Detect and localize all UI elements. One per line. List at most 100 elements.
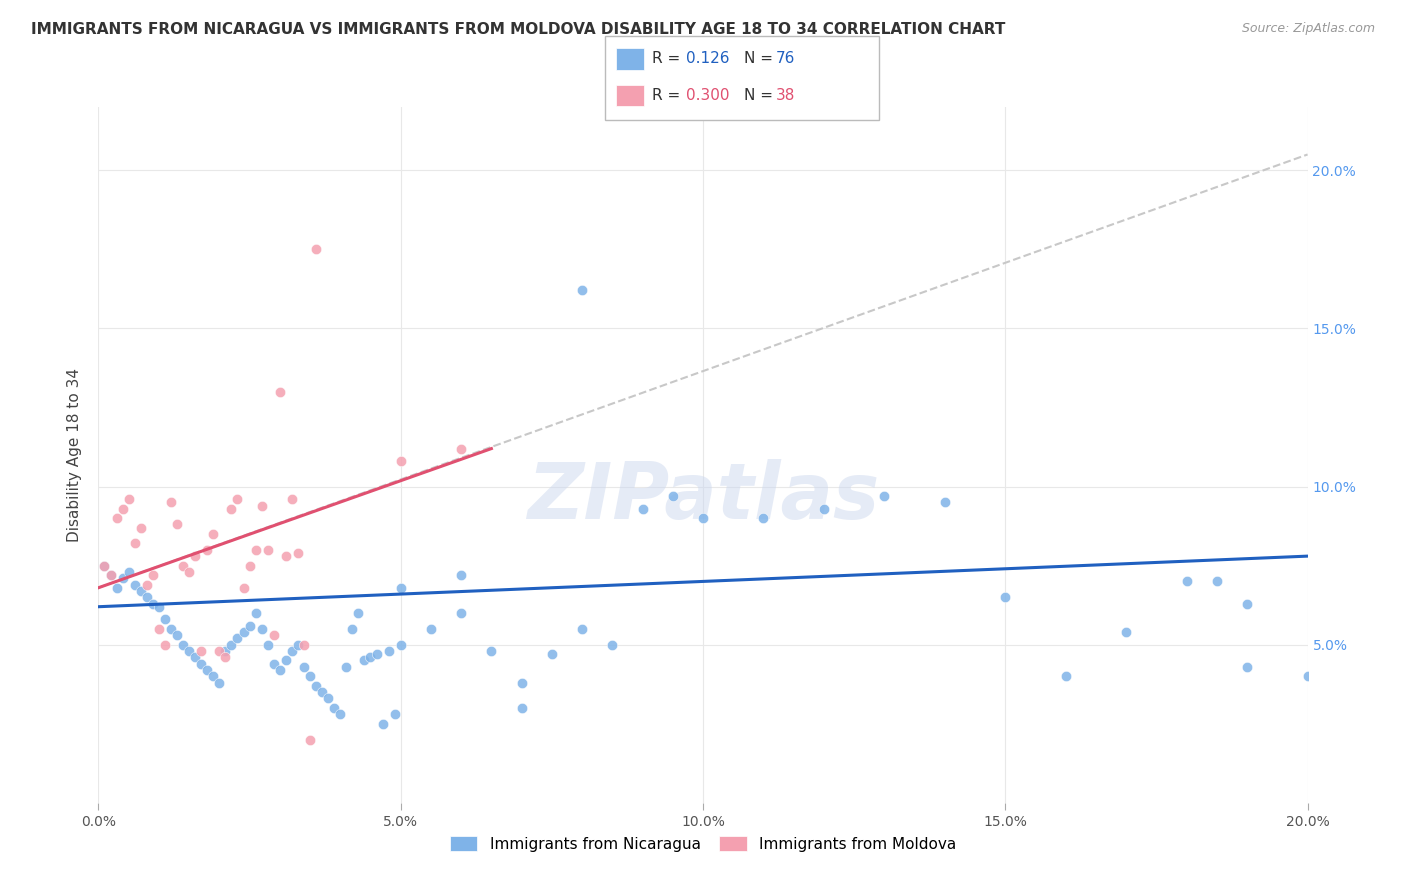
Point [292, 660, 315, 674]
Point [316, 691, 339, 706]
Point [129, 583, 152, 598]
Point [214, 650, 236, 665]
Point [202, 527, 225, 541]
Point [160, 495, 183, 509]
Legend: Immigrants from Nicaragua, Immigrants from Moldova: Immigrants from Nicaragua, Immigrants fr… [444, 830, 962, 858]
Point [360, 650, 382, 665]
Point [571, 622, 593, 636]
Point [305, 243, 328, 257]
Point [335, 660, 357, 674]
Point [250, 499, 273, 513]
Point [389, 454, 412, 468]
Point [148, 599, 170, 614]
Text: 0.300: 0.300 [686, 88, 730, 103]
Point [994, 591, 1017, 605]
Text: 76: 76 [776, 52, 796, 66]
Point [142, 568, 165, 582]
Point [124, 536, 146, 550]
Point [208, 675, 231, 690]
Point [135, 591, 157, 605]
Point [377, 644, 399, 658]
Point [571, 284, 593, 298]
Point [274, 653, 297, 667]
Point [148, 622, 170, 636]
Point [274, 549, 297, 563]
Point [1236, 597, 1258, 611]
Point [813, 501, 835, 516]
Point [202, 669, 225, 683]
Point [1115, 625, 1137, 640]
Point [195, 663, 218, 677]
Point [347, 606, 370, 620]
Point [245, 606, 267, 620]
Point [269, 384, 291, 399]
Point [481, 644, 503, 658]
Point [299, 732, 322, 747]
Point [184, 650, 207, 665]
Point [111, 501, 134, 516]
Point [1296, 669, 1319, 683]
Point [245, 542, 267, 557]
Point [179, 644, 201, 658]
Point [661, 489, 683, 503]
Point [1175, 574, 1198, 589]
Point [226, 492, 249, 507]
Point [166, 628, 188, 642]
Point [105, 511, 128, 525]
Text: N =: N = [744, 52, 778, 66]
Point [1054, 669, 1077, 683]
Point [124, 577, 146, 591]
Point [190, 657, 212, 671]
Y-axis label: Disability Age 18 to 34: Disability Age 18 to 34 [67, 368, 83, 542]
Point [93, 558, 115, 573]
Point [135, 577, 157, 591]
Text: R =: R = [652, 88, 686, 103]
Point [342, 622, 364, 636]
Point [129, 521, 152, 535]
Point [221, 638, 243, 652]
Point [329, 707, 352, 722]
Text: ZIPatlas: ZIPatlas [527, 458, 879, 534]
Point [389, 581, 412, 595]
Point [510, 675, 533, 690]
Point [256, 542, 278, 557]
Point [226, 632, 249, 646]
Point [263, 628, 285, 642]
Point [232, 625, 254, 640]
Text: R =: R = [652, 52, 686, 66]
Point [166, 517, 188, 532]
Point [540, 647, 562, 661]
Text: IMMIGRANTS FROM NICARAGUA VS IMMIGRANTS FROM MOLDOVA DISABILITY AGE 18 TO 34 COR: IMMIGRANTS FROM NICARAGUA VS IMMIGRANTS … [31, 22, 1005, 37]
Point [631, 501, 654, 516]
Point [239, 558, 262, 573]
Point [299, 669, 322, 683]
Point [602, 638, 624, 652]
Point [111, 571, 134, 585]
Point [118, 565, 141, 579]
Point [292, 638, 315, 652]
Point [153, 612, 176, 626]
Point [179, 565, 201, 579]
Point [873, 489, 896, 503]
Point [692, 511, 714, 525]
Point [287, 546, 309, 560]
Point [239, 618, 262, 632]
Text: N =: N = [744, 88, 778, 103]
Point [93, 558, 115, 573]
Point [371, 716, 394, 731]
Text: Source: ZipAtlas.com: Source: ZipAtlas.com [1241, 22, 1375, 36]
Point [752, 511, 775, 525]
Point [105, 581, 128, 595]
Point [118, 492, 141, 507]
Point [172, 558, 194, 573]
Point [256, 638, 278, 652]
Point [287, 638, 309, 652]
Point [450, 606, 472, 620]
Point [305, 679, 328, 693]
Point [263, 657, 285, 671]
Point [221, 501, 243, 516]
Point [160, 622, 183, 636]
Point [281, 644, 304, 658]
Point [323, 701, 346, 715]
Point [934, 495, 956, 509]
